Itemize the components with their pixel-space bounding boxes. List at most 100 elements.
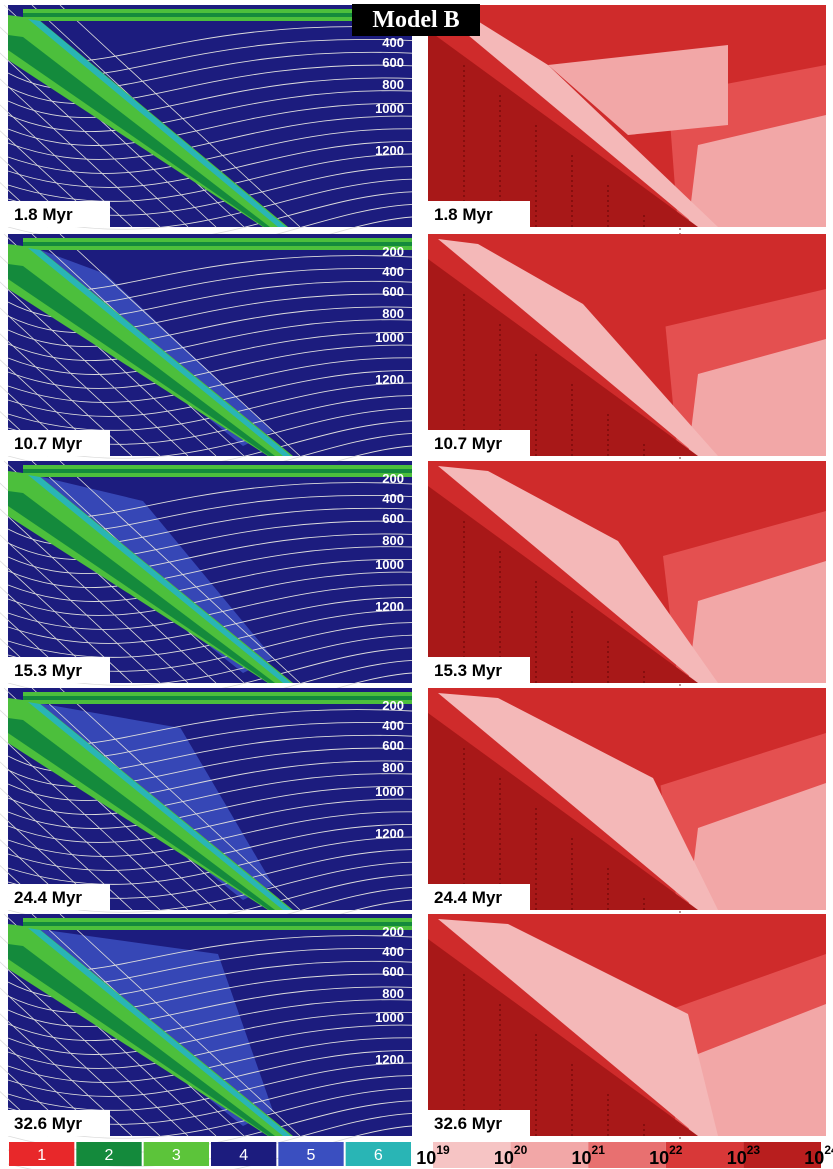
legend-swatch bbox=[345, 1142, 411, 1166]
crust-dark bbox=[23, 242, 412, 246]
isotherm bbox=[7, 734, 413, 773]
isotherm bbox=[7, 51, 413, 90]
isotherm-label: 200 bbox=[382, 924, 404, 939]
isotherm bbox=[7, 786, 413, 829]
legend: 123456101910201021102210231024 bbox=[9, 1142, 833, 1168]
isotherm bbox=[7, 559, 413, 602]
legend-swatch bbox=[665, 1142, 744, 1168]
legend-label: 2 bbox=[105, 1147, 114, 1164]
slab-core bbox=[8, 491, 275, 683]
time-label: 24.4 Myr bbox=[434, 888, 502, 907]
isotherm bbox=[0, 359, 105, 457]
legend-swatch bbox=[510, 1142, 589, 1168]
legend-swatch bbox=[9, 1142, 75, 1166]
legend-swatch bbox=[588, 1142, 666, 1168]
viscosity-panel: 15.3 Myr bbox=[428, 461, 826, 701]
isotherm bbox=[0, 761, 161, 911]
isotherm-label: 800 bbox=[382, 760, 404, 775]
legend-swatch bbox=[278, 1142, 344, 1166]
legend-base: 10 bbox=[804, 1148, 824, 1168]
crust-dark bbox=[23, 13, 412, 17]
composition-panel: 200 400 600 800 1000 1200 10.7 Myr bbox=[0, 233, 413, 501]
time-box bbox=[8, 430, 110, 456]
isotherm bbox=[0, 104, 133, 228]
crust-dark bbox=[23, 469, 412, 473]
time-box bbox=[8, 1110, 110, 1136]
legend-label: 5 bbox=[307, 1147, 316, 1164]
time-box bbox=[428, 430, 530, 456]
time-box bbox=[428, 201, 530, 227]
crust-dark bbox=[23, 696, 412, 700]
isotherm bbox=[0, 987, 161, 1137]
slab-crust bbox=[28, 475, 291, 683]
time-box bbox=[8, 884, 110, 910]
isotherm bbox=[59, 4, 301, 228]
slab bbox=[428, 939, 698, 1136]
legend-label: 1023 bbox=[727, 1143, 761, 1168]
isotherm bbox=[0, 813, 105, 911]
isotherm-label: 1200 bbox=[375, 1052, 404, 1067]
wedge-pink bbox=[438, 693, 718, 910]
legend-exponent: 20 bbox=[514, 1143, 528, 1157]
isotherm bbox=[7, 1125, 413, 1169]
weak-zone bbox=[688, 1004, 826, 1136]
legend-label: 4 bbox=[239, 1147, 248, 1164]
isotherm bbox=[0, 1013, 133, 1137]
legend-label: 1022 bbox=[649, 1143, 683, 1168]
isotherm bbox=[7, 64, 413, 104]
legend-base: 10 bbox=[494, 1148, 514, 1168]
weak-zone bbox=[688, 115, 826, 227]
time-box bbox=[8, 201, 110, 227]
isotherm bbox=[0, 333, 133, 457]
legend-exponent: 21 bbox=[592, 1143, 606, 1157]
isotherm-label: 600 bbox=[382, 284, 404, 299]
legend-label: 1020 bbox=[494, 1143, 528, 1168]
isotherm bbox=[7, 760, 413, 801]
slab bbox=[428, 259, 698, 456]
isotherm-label: 600 bbox=[382, 511, 404, 526]
crust-dark bbox=[23, 922, 412, 926]
composition-panel: 200 400 600 800 1000 1200 1.8 Myr bbox=[0, 4, 413, 272]
composition-panel: 200 400 600 800 1000 1200 32.6 Myr bbox=[0, 913, 413, 1169]
isotherm bbox=[0, 52, 189, 228]
weak-zone bbox=[688, 339, 826, 456]
isotherm bbox=[0, 560, 133, 684]
isotherm-label: 1000 bbox=[375, 1010, 404, 1025]
viscosity-panel: 10.7 Myr bbox=[428, 234, 826, 474]
isotherm-label: 600 bbox=[382, 964, 404, 979]
isotherm-label: 1000 bbox=[375, 101, 404, 116]
composition-panel: 200 400 600 800 1000 1200 24.4 Myr bbox=[0, 687, 413, 955]
isotherm bbox=[0, 839, 77, 911]
isotherm bbox=[7, 546, 413, 588]
legend-base: 10 bbox=[727, 1148, 747, 1168]
isotherm bbox=[0, 411, 49, 457]
isotherm-label: 1200 bbox=[375, 599, 404, 614]
legend-label: 1021 bbox=[572, 1143, 606, 1168]
isotherm bbox=[7, 773, 413, 815]
isotherm-label: 400 bbox=[382, 718, 404, 733]
isotherm-label: 800 bbox=[382, 306, 404, 321]
legend-exponent: 22 bbox=[669, 1143, 683, 1157]
isotherm-label: 400 bbox=[382, 35, 404, 50]
isotherm bbox=[7, 520, 413, 560]
isotherm bbox=[0, 1091, 49, 1137]
viscosity-panel: 32.6 Myr bbox=[428, 914, 826, 1154]
slab-crust bbox=[28, 928, 291, 1136]
isotherm bbox=[0, 156, 77, 228]
isotherm bbox=[0, 787, 133, 911]
legend-swatch bbox=[211, 1142, 277, 1166]
slab-core bbox=[8, 718, 275, 910]
viscosity-panel: 24.4 Myr bbox=[428, 688, 826, 928]
isotherm bbox=[0, 182, 49, 228]
isotherm bbox=[0, 534, 161, 684]
weak-zone bbox=[688, 783, 826, 910]
time-label: 1.8 Myr bbox=[14, 205, 73, 224]
isotherm bbox=[7, 1012, 413, 1055]
time-box bbox=[8, 657, 110, 683]
isotherm bbox=[0, 130, 105, 228]
slab-crust bbox=[28, 19, 286, 227]
isotherm-label: 200 bbox=[382, 698, 404, 713]
isotherm bbox=[0, 307, 161, 457]
